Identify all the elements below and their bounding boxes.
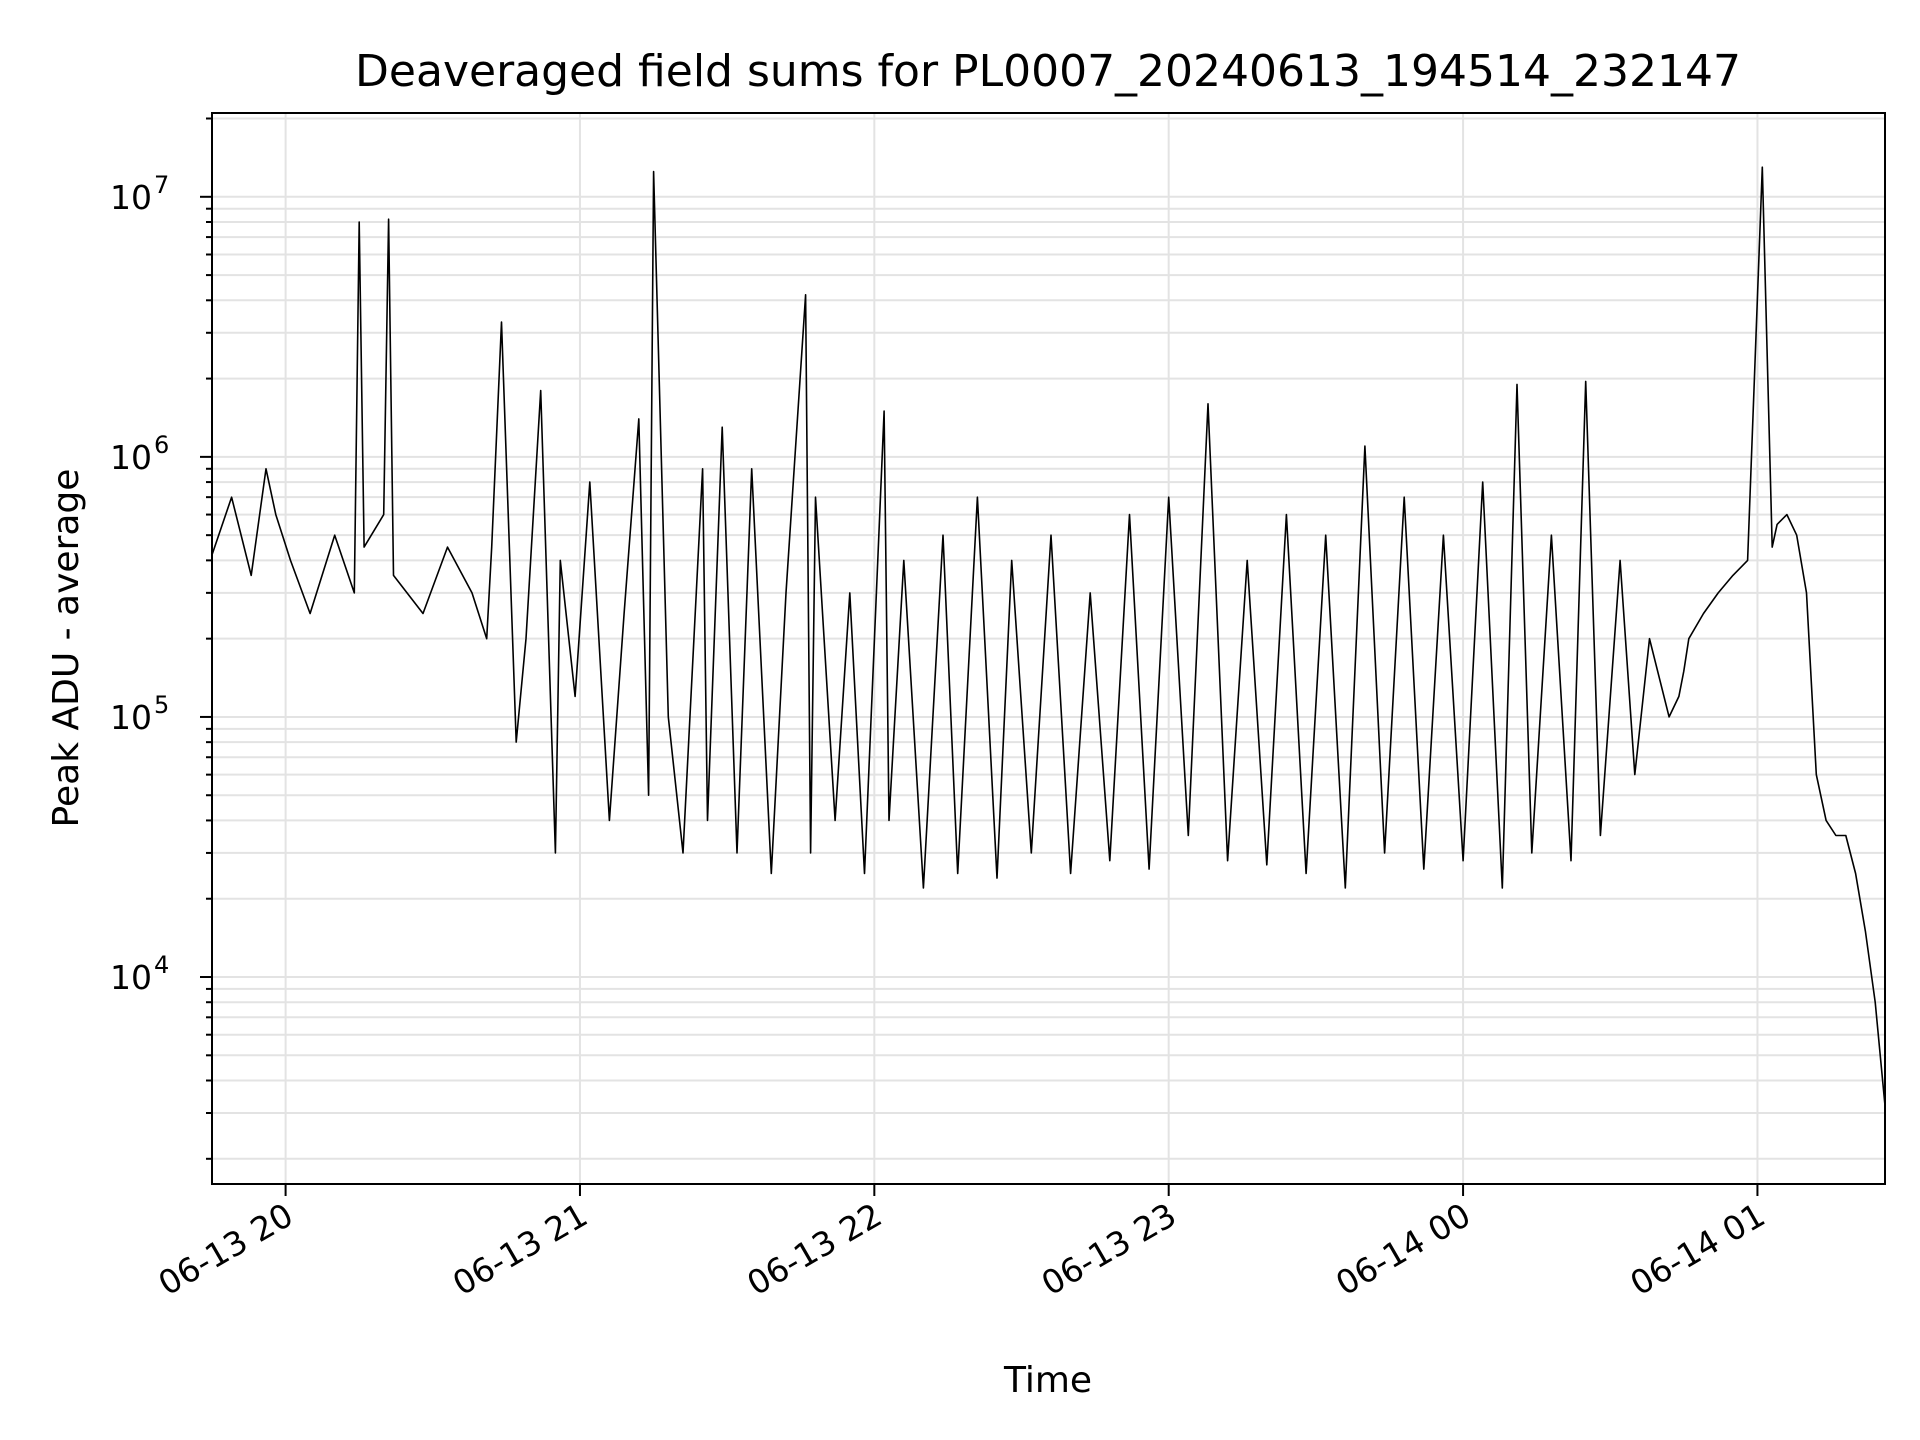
y-tick-label: 10 [110,958,152,997]
y-tick-label: 10 [110,698,152,737]
y-tick-exponent: 6 [154,431,169,459]
x-axis-label: Time [1003,1360,1092,1401]
y-tick-exponent: 5 [154,691,169,719]
series-group [211,166,1886,1106]
grid [212,113,1885,1184]
chart-title: Deaveraged field sums for PL0007_2024061… [355,46,1741,97]
plot-frame [211,112,1886,1185]
y-axis-label: Peak ADU - average [46,469,87,828]
y-tick-exponent: 4 [154,951,169,979]
y-tick-exponent: 7 [154,171,169,199]
y-tick-label: 10 [110,178,152,217]
y-tick-label: 10 [110,438,152,477]
series-line-0 [211,166,1886,1106]
